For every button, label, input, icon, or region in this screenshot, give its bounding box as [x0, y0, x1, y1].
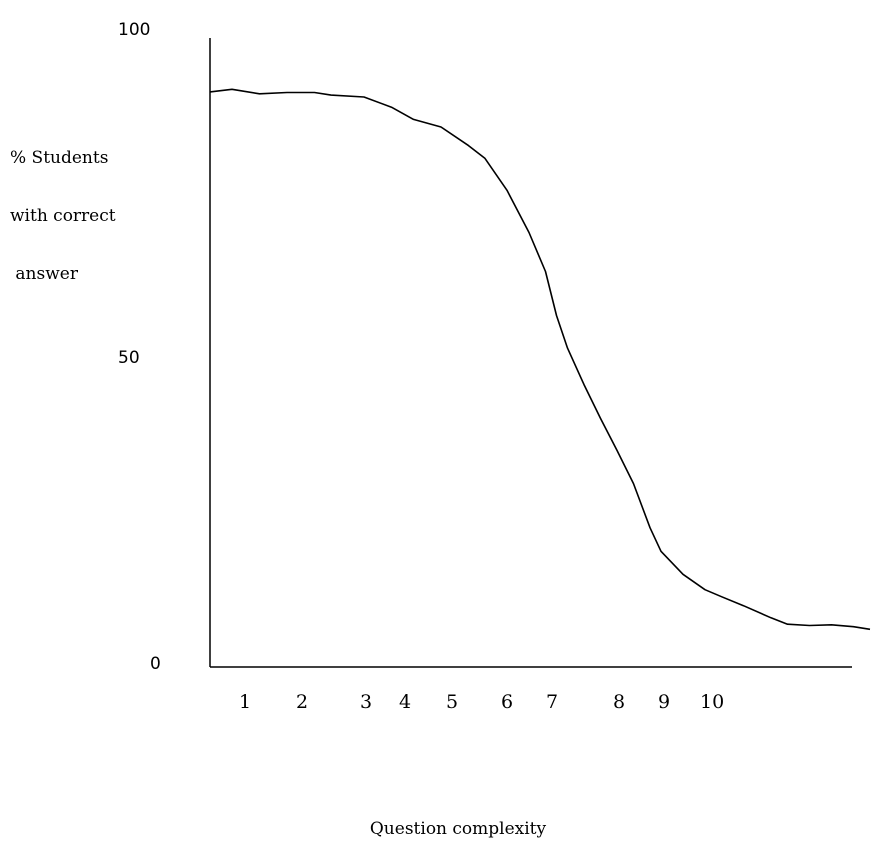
x-tick-label-9: 9: [658, 691, 670, 713]
x-tick-label-4: 4: [399, 691, 411, 713]
y-axis-label-line-3: answer: [10, 264, 79, 284]
x-tick-label-7: 7: [546, 691, 558, 713]
x-tick-label-1: 1: [239, 691, 251, 713]
y-tick-label-50: 50: [118, 348, 140, 368]
x-tick-labels: 1 2 3 4 5 6 7 8 9 10: [239, 691, 724, 713]
series-line-1: [209, 88, 871, 631]
y-axis-label-line-1: % Students: [10, 148, 108, 168]
x-tick-label-10: 10: [700, 691, 724, 713]
x-tick-label-2: 2: [296, 691, 308, 713]
y-tick-label-0: 0: [150, 654, 161, 674]
y-tick-label-100: 100: [118, 20, 150, 40]
x-tick-label-8: 8: [613, 691, 625, 713]
x-tick-label-6: 6: [501, 691, 513, 713]
y-axis-label-line-2: with correct: [10, 206, 116, 226]
x-axis-label: Question complexity: [370, 819, 547, 839]
x-tick-label-3: 3: [360, 691, 372, 713]
series-layer: [209, 88, 871, 631]
x-tick-label-5: 5: [446, 691, 458, 713]
